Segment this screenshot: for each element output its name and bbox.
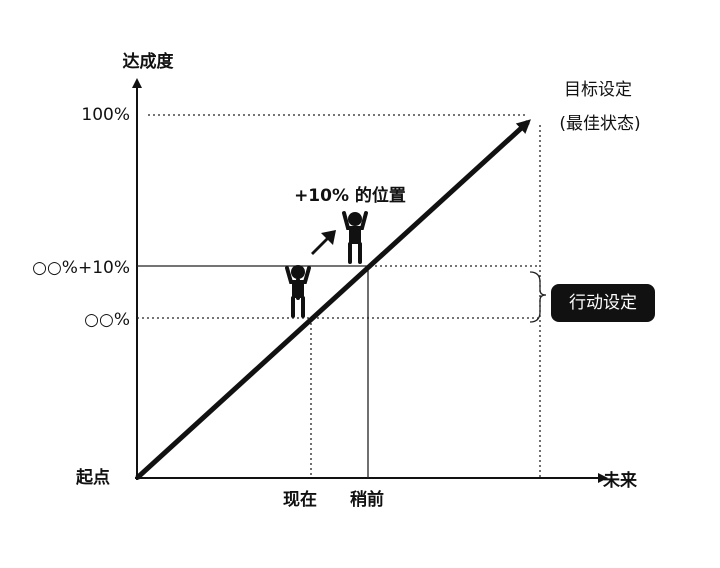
y-label: 100% [81,105,130,125]
x-label: 稍前 [350,489,384,510]
move-arrow [311,230,336,255]
y-label: ○○% [84,310,130,330]
action-label: 行动设定 [569,293,637,313]
goal-note: (最佳状态) [559,114,640,134]
x-axis-title: 未来 [602,470,638,491]
y-label: ○○%+10% [32,258,130,278]
person-next [342,211,368,264]
goal-title: 目标设定 [564,80,632,100]
step-label: +10% 的位置 [294,185,406,206]
origin-label: 起点 [75,467,110,488]
progress-line [135,119,531,480]
y-axis-title: 达成度 [123,51,175,72]
person-current [285,265,311,318]
x-label: 现在 [283,489,317,510]
brace [529,271,547,323]
action-box [551,284,655,322]
